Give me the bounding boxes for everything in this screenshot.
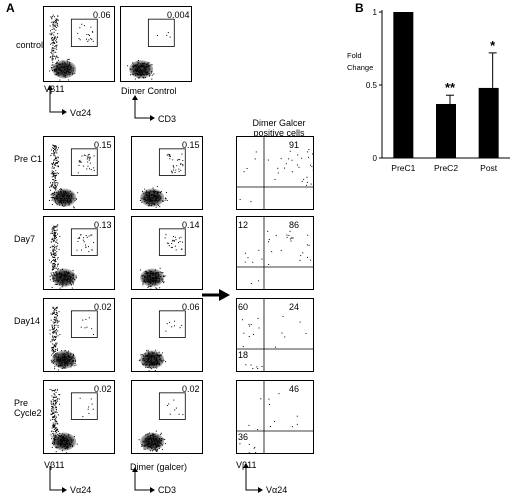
- control-vb11-dots: [49, 14, 98, 81]
- quadrant-dots: [244, 230, 312, 285]
- control-axis-arrows: [47, 85, 155, 121]
- bar-post: [478, 87, 499, 158]
- x-tick-label: PreC1: [391, 163, 415, 173]
- vb11-va24-dots: [48, 144, 98, 209]
- row-label: Pre Cycle2: [14, 398, 42, 418]
- quadrant-plot: [236, 136, 314, 210]
- vb11-va24-dots: [49, 306, 98, 371]
- quadrant-dots: [239, 149, 313, 203]
- y-axis-label: Fold Change: [347, 51, 373, 72]
- bottom-vb11-right-label: Vβ11: [236, 460, 257, 470]
- bar-prec2: [436, 103, 456, 158]
- right-arrow: [202, 289, 230, 301]
- quadrant-top-left-value: 12: [238, 220, 249, 230]
- quadrant-lines: [237, 299, 313, 371]
- quadrant-dots: [242, 315, 307, 370]
- row-label: Day7: [14, 234, 36, 244]
- dimer-cd3-value: 0.15: [182, 140, 200, 150]
- row-label: Day14: [14, 316, 41, 326]
- significance-mark: *: [490, 38, 496, 53]
- dimer-cd3-plot: [131, 216, 203, 290]
- vb11-va24-value: 0.13: [94, 220, 112, 230]
- bottom-cd3-label: CD3: [158, 485, 177, 495]
- quadrant-lines: [237, 381, 313, 453]
- dimer-cd3-dots: [139, 148, 186, 208]
- vb11-va24-plot: [43, 298, 115, 372]
- control-vb11-plot: [43, 6, 115, 82]
- x-tick-label: Post: [480, 163, 498, 173]
- dimer-control-plot: [120, 6, 192, 82]
- dimer-cd3-value: 0.06: [182, 302, 200, 312]
- bar-prec1: [393, 12, 414, 158]
- bottom-vb11-label: Vβ11: [44, 460, 65, 470]
- quadrant-top-left-value: 60: [238, 302, 249, 312]
- bottom-va24-right-label: Vα24: [266, 485, 288, 495]
- control-vb11-axis-label: Vβ11: [44, 84, 65, 94]
- y-tick-label: 0: [373, 154, 378, 163]
- quadrant-bottom-left-value: 18: [238, 350, 249, 360]
- dimer-cd3-plot: [131, 380, 203, 454]
- vb11-va24-value: 0.02: [94, 384, 112, 394]
- vb11-va24-plot: [43, 216, 115, 290]
- panel-a-letter: A: [6, 1, 15, 15]
- control-label: control: [16, 40, 44, 50]
- dimer-control-value: 0.004: [167, 10, 190, 20]
- control-va24-axis-label: Vα24: [70, 108, 92, 118]
- vb11-va24-value: 0.02: [94, 302, 112, 312]
- bottom-dimer-galcer-label: Dimer (galcer): [130, 462, 188, 472]
- vb11-va24-dots: [49, 388, 98, 453]
- vb11-va24-value: 0.15: [94, 140, 112, 150]
- dimer-cd3-dots: [138, 392, 186, 452]
- quadrant-bottom-left-value: 36: [238, 432, 249, 442]
- dimer-galcer-header: Dimer Galcer positive cells: [252, 118, 306, 138]
- y-tick-label: 1: [373, 8, 378, 17]
- dimer-cd3-plot: [131, 298, 203, 372]
- dimer-control-dots: [127, 18, 175, 80]
- quadrant-plot: [236, 216, 314, 290]
- bottom-va24-label: Vα24: [70, 485, 92, 495]
- y-tick-label: 0.5: [366, 81, 378, 90]
- dimer-cd3-plot: [131, 136, 203, 210]
- vb11-va24-plot: [43, 136, 115, 210]
- x-tick-label: PreC2: [434, 163, 458, 173]
- significance-mark: **: [445, 80, 456, 95]
- quadrant-top-right-value: 86: [289, 220, 300, 230]
- row-label: Pre C1: [14, 154, 43, 164]
- vb11-va24-plot: [43, 380, 115, 454]
- dimer-cd3-dots: [139, 228, 186, 289]
- panel-b-letter: B: [355, 1, 364, 15]
- vb11-va24-dots: [48, 224, 98, 289]
- quadrant-dots: [239, 393, 298, 453]
- quadrant-lines: [237, 137, 313, 209]
- dimer-cd3-dots: [138, 310, 186, 371]
- quadrant-top-right-value: 91: [289, 140, 300, 150]
- dimer-cd3-value: 0.02: [182, 384, 200, 394]
- quadrant-top-right-value: 46: [289, 384, 300, 394]
- quadrant-top-right-value: 24: [289, 302, 300, 312]
- dimer-control-axis-label: Dimer Control: [121, 86, 177, 96]
- control-cd3-axis-label: CD3: [158, 114, 177, 124]
- quadrant-plot: [236, 380, 314, 454]
- fold-change-bar-chart: 0 0.5 1 Fold Change PreC1 ** PreC2 * Post: [347, 8, 510, 173]
- bottom-axis-arrows: [49, 463, 263, 493]
- quadrant-plot: [236, 298, 314, 372]
- dimer-cd3-value: 0.14: [182, 220, 200, 230]
- quadrant-lines: [237, 217, 313, 289]
- control-vb11-value: 0.06: [93, 10, 111, 20]
